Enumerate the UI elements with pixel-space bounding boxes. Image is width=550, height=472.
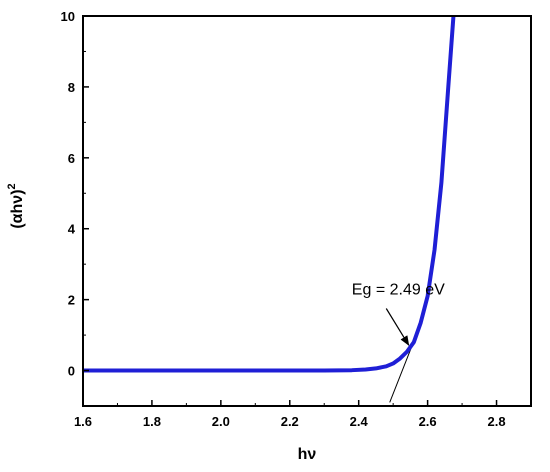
y-tick-label: 2	[68, 293, 75, 308]
x-tick-label: 2.8	[487, 414, 505, 429]
y-tick-label: 8	[68, 80, 75, 95]
annotation-text: Eg = 2.49 eV	[352, 281, 445, 298]
y-axis: 0 2 4 6 8 10	[61, 9, 89, 407]
y-axis-label-superscript: 2	[6, 183, 18, 189]
annotation-arrow	[385, 308, 410, 346]
y-tick-label: 6	[68, 151, 75, 166]
x-tick-label: 2.0	[212, 414, 230, 429]
plot-content	[83, 16, 456, 403]
y-tick-label: 10	[61, 9, 75, 24]
x-tick-label: 1.8	[143, 414, 161, 429]
plot-frame	[82, 15, 532, 407]
x-axis: 1.6 1.8 2.0 2.2 2.4 2.6 2.8	[74, 400, 506, 429]
series-line-1	[83, 16, 456, 373]
x-tick-label: 1.6	[74, 414, 92, 429]
x-tick-label: 2.6	[419, 414, 437, 429]
x-axis-label: hν	[298, 446, 317, 463]
y-tick-label: 0	[68, 364, 75, 379]
x-tick-label: 2.2	[281, 414, 299, 429]
y-axis-label-base: (αhν)	[9, 189, 26, 228]
y-axis-label: (αhν)2	[6, 183, 26, 228]
x-tick-label: 2.4	[350, 414, 369, 429]
y-tick-label: 4	[68, 222, 76, 237]
